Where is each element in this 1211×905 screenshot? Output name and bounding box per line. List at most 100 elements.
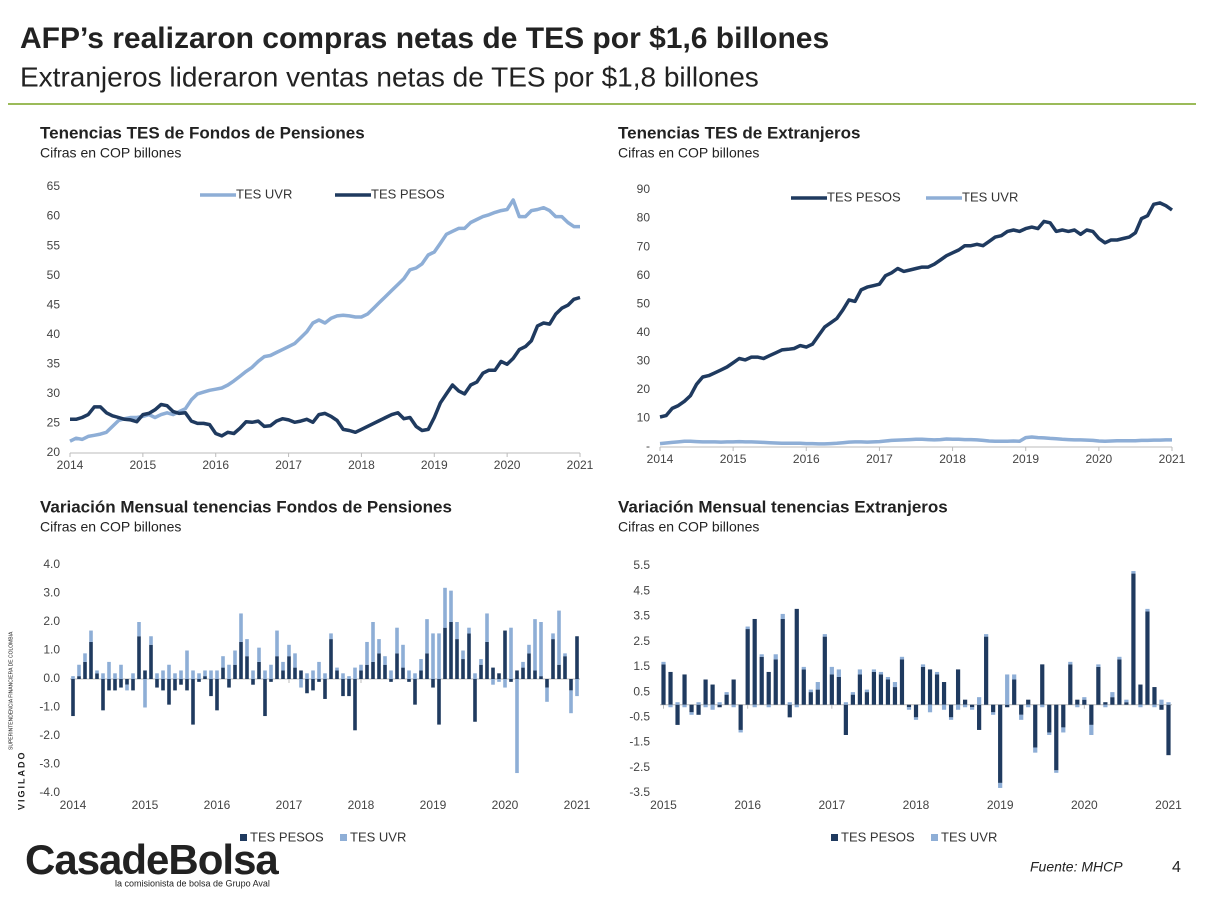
bar: [227, 679, 231, 688]
bar: [962, 699, 968, 705]
bar: [269, 679, 273, 682]
x-tick-label: 2016: [204, 798, 231, 812]
chart-subtitle: Cifras en COP billones: [618, 519, 759, 535]
bar: [1040, 664, 1045, 705]
bar: [955, 669, 961, 705]
bar: [984, 636, 989, 705]
chart-title: Variación Mensual tenencias Extranjeros: [618, 497, 948, 516]
x-tick-label: 2021: [1155, 798, 1182, 812]
y-tick-label: 4.0: [43, 557, 60, 571]
bar: [934, 671, 940, 675]
y-tick-label: 60: [637, 268, 651, 282]
y-tick-label: 50: [47, 268, 61, 282]
bar: [401, 644, 405, 668]
x-tick-label: 2019: [421, 458, 448, 472]
bar: [161, 670, 165, 679]
bar: [257, 661, 261, 679]
source: Fuente: MHCP: [1030, 859, 1123, 875]
legend-label: TES UVR: [350, 829, 406, 844]
bar: [1040, 704, 1045, 708]
legend-label: TES PESOS: [827, 189, 901, 204]
bar: [251, 679, 255, 685]
bar: [149, 644, 153, 679]
bar: [892, 687, 898, 705]
y-tick-label: -: [646, 439, 650, 453]
bar: [443, 587, 447, 628]
bar: [503, 630, 507, 679]
x-tick-label: 2020: [492, 798, 519, 812]
bar: [467, 633, 471, 679]
bar: [299, 679, 303, 688]
bar: [137, 622, 141, 637]
bar: [299, 670, 303, 679]
bar: [878, 671, 884, 675]
bar: [1026, 704, 1031, 708]
bar: [871, 671, 877, 705]
bar: [467, 627, 471, 634]
bar: [1124, 702, 1129, 705]
bar: [263, 670, 267, 679]
bar: [857, 669, 862, 675]
x-tick-label: 2017: [866, 452, 893, 466]
bar: [899, 656, 905, 660]
bar: [1054, 704, 1059, 771]
bar: [1124, 699, 1129, 703]
bar: [843, 702, 848, 705]
bar: [575, 679, 579, 697]
bar: [1075, 704, 1080, 708]
legend-swatch: [340, 834, 347, 841]
bar: [101, 679, 105, 711]
bar: [710, 684, 715, 705]
bar: [269, 664, 273, 679]
bar: [773, 654, 778, 660]
x-tick-label: 2016: [202, 458, 229, 472]
x-tick-label: 2014: [60, 798, 87, 812]
bar: [1166, 702, 1171, 705]
bar: [1019, 714, 1024, 720]
bar: [209, 679, 213, 697]
x-tick-label: 2017: [276, 798, 303, 812]
bar: [365, 664, 369, 679]
bar: [221, 656, 225, 668]
bar: [1096, 666, 1101, 705]
bar: [1117, 659, 1122, 705]
x-tick-label: 2014: [57, 458, 84, 472]
bar: [491, 667, 495, 679]
bar: [167, 679, 171, 705]
bar: [455, 622, 459, 640]
bar: [703, 679, 708, 705]
bar: [794, 608, 799, 705]
bar: [1117, 656, 1122, 660]
bar: [323, 679, 327, 699]
chart-subtitle: Cifras en COP billones: [40, 519, 181, 535]
bar: [1145, 608, 1150, 612]
bar: [724, 692, 729, 695]
bar: [682, 674, 687, 705]
bar: [125, 679, 129, 685]
bar: [509, 679, 513, 682]
bar: [365, 641, 369, 665]
bar: [871, 669, 877, 672]
bar: [509, 627, 513, 679]
bar: [131, 673, 135, 679]
bar: [801, 669, 806, 705]
y-tick-label: 40: [637, 325, 651, 339]
bar: [977, 704, 982, 730]
bar: [371, 661, 375, 679]
y-tick-label: -3.0: [39, 757, 60, 771]
bar: [955, 704, 961, 710]
bar: [287, 656, 291, 679]
x-tick-label: 2019: [420, 798, 447, 812]
bar: [752, 704, 757, 708]
bar: [780, 618, 785, 705]
bar: [275, 656, 279, 679]
bar: [934, 674, 940, 705]
bar: [335, 670, 339, 679]
bar: [515, 679, 519, 774]
x-tick-label: 2016: [734, 798, 761, 812]
bar: [185, 679, 189, 691]
bar: [920, 666, 926, 705]
bar: [233, 650, 237, 665]
bar: [323, 673, 327, 679]
bar: [668, 704, 673, 708]
